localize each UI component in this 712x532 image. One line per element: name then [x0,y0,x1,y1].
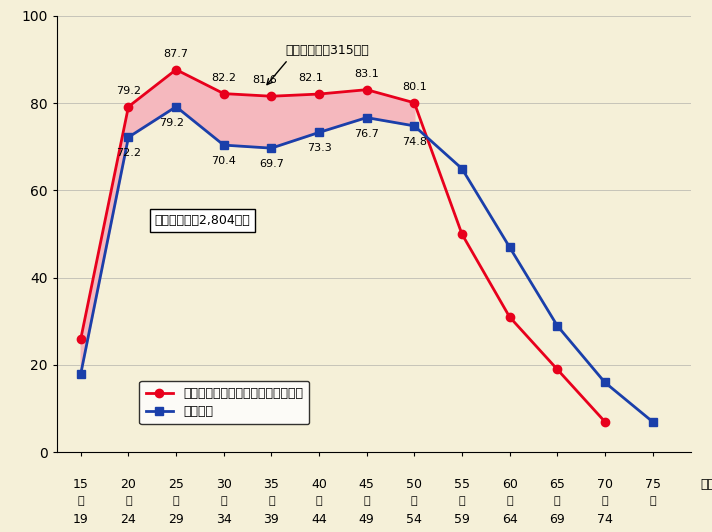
Text: 34: 34 [216,513,231,526]
Text: 79.2: 79.2 [159,118,184,128]
Text: 就業希望者：315万人: 就業希望者：315万人 [286,44,370,57]
Text: 82.1: 82.1 [298,73,323,83]
Text: 81.6: 81.6 [252,76,276,85]
Text: 30: 30 [216,478,231,492]
Text: ｜: ｜ [315,496,323,506]
Text: 65: 65 [549,478,565,492]
Text: ｜: ｜ [125,496,132,506]
Text: 74: 74 [597,513,613,526]
Text: ｜: ｜ [411,496,418,506]
Text: （歳）: （歳） [700,478,712,492]
Text: ｜: ｜ [506,496,513,506]
Text: ｜: ｜ [602,496,608,506]
Text: 55: 55 [454,478,470,492]
Text: 35: 35 [263,478,279,492]
Text: ｜: ｜ [459,496,465,506]
Text: 54: 54 [407,513,422,526]
Text: ｜: ｜ [363,496,370,506]
Text: ｜: ｜ [268,496,275,506]
Text: 45: 45 [359,478,375,492]
Text: 75: 75 [644,478,661,492]
Text: ｜: ｜ [554,496,560,506]
Text: 40: 40 [311,478,327,492]
Text: 73.3: 73.3 [307,143,331,153]
Legend: 就業希望者の対人口割合＋労働力率, 労働力率: 就業希望者の対人口割合＋労働力率, 労働力率 [140,380,309,424]
Text: 69: 69 [550,513,565,526]
Text: ｜: ｜ [221,496,227,506]
Text: 15: 15 [73,478,89,492]
Text: ｜: ｜ [78,496,84,506]
Text: 39: 39 [263,513,279,526]
Text: ｜: ｜ [173,496,179,506]
Text: 87.7: 87.7 [164,49,189,59]
Text: 59: 59 [454,513,470,526]
Text: 29: 29 [168,513,184,526]
Text: 80.1: 80.1 [402,82,426,92]
Text: 69.7: 69.7 [259,159,284,169]
Text: 82.2: 82.2 [211,73,236,82]
Text: 25: 25 [168,478,184,492]
Text: 83.1: 83.1 [355,69,379,79]
Text: 76.7: 76.7 [354,129,379,138]
Text: 79.2: 79.2 [116,86,141,96]
Text: ｜: ｜ [649,496,656,506]
Text: 20: 20 [120,478,137,492]
Text: 50: 50 [407,478,422,492]
Text: 70: 70 [597,478,613,492]
Text: 44: 44 [311,513,327,526]
Text: 24: 24 [120,513,136,526]
Text: 60: 60 [502,478,518,492]
Text: 49: 49 [359,513,375,526]
Text: 72.2: 72.2 [116,148,141,158]
Text: 19: 19 [73,513,89,526]
Text: 64: 64 [502,513,518,526]
Text: 労働力人口：2,804万人: 労働力人口：2,804万人 [155,214,251,228]
Text: 70.4: 70.4 [211,156,236,166]
Text: 74.8: 74.8 [402,137,426,147]
